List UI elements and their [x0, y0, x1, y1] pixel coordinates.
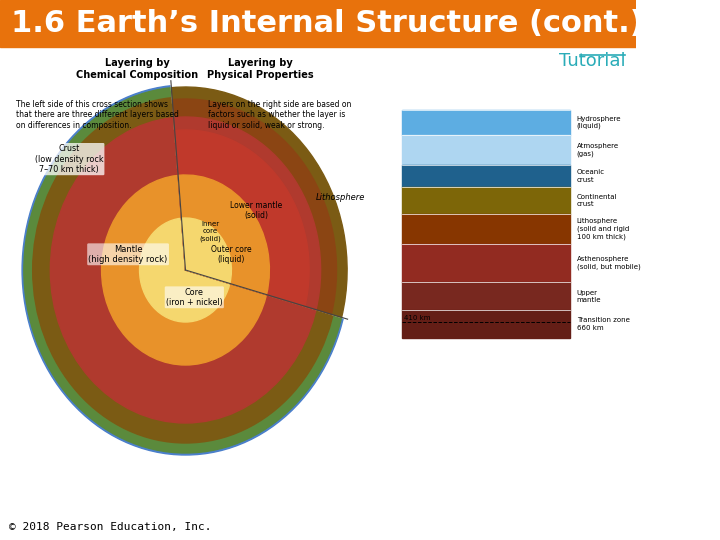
Bar	[402, 244, 570, 282]
Text: Atmosphere
(gas): Atmosphere (gas)	[577, 143, 619, 157]
Wedge shape	[174, 117, 320, 309]
Text: Tutorial: Tutorial	[559, 52, 626, 70]
Wedge shape	[181, 218, 231, 284]
Text: Upper
mantle: Upper mantle	[577, 289, 601, 302]
Bar	[402, 310, 570, 338]
Text: Lower mantle
(solid): Lower mantle (solid)	[230, 200, 282, 220]
Text: Hydrosphere
(liquid): Hydrosphere (liquid)	[577, 116, 621, 129]
Text: Oceanic
crust: Oceanic crust	[577, 170, 605, 183]
Text: Mantle
(high density rock): Mantle (high density rock)	[89, 245, 168, 264]
Bar	[0, 0, 636, 47]
Circle shape	[22, 85, 349, 455]
Bar	[402, 282, 570, 310]
Text: Layers on the right side are based on
factors such as whether the layer is
liqui: Layers on the right side are based on fa…	[207, 100, 351, 130]
Text: Lithosphere: Lithosphere	[316, 193, 366, 202]
Text: Continental
crust: Continental crust	[577, 194, 617, 207]
Text: Crust
(low density rock
7–70 km thick): Crust (low density rock 7–70 km thick)	[35, 144, 103, 174]
Text: Inner
core
(solid): Inner core (solid)	[199, 221, 221, 241]
Text: Layering by
Chemical Composition: Layering by Chemical Composition	[76, 58, 198, 80]
Text: Asthenosphere
(solid, but mobile): Asthenosphere (solid, but mobile)	[577, 256, 641, 270]
Text: © 2018 Pearson Education, Inc.: © 2018 Pearson Education, Inc.	[9, 522, 212, 532]
Text: The left side of this cross section shows
that there are three different layers : The left side of this cross section show…	[16, 100, 179, 130]
Circle shape	[140, 218, 231, 322]
Text: Layering by
Physical Properties: Layering by Physical Properties	[207, 58, 314, 80]
Wedge shape	[175, 130, 309, 306]
Bar	[402, 165, 570, 187]
Wedge shape	[171, 80, 354, 319]
Bar	[402, 187, 570, 214]
Wedge shape	[172, 99, 336, 314]
Text: Outer core
(liquid): Outer core (liquid)	[211, 245, 252, 264]
Circle shape	[24, 87, 347, 453]
Wedge shape	[171, 87, 347, 318]
Circle shape	[32, 97, 338, 443]
Bar	[402, 214, 570, 244]
Wedge shape	[178, 175, 269, 295]
Text: 1.6 Earth’s Internal Structure (cont.): 1.6 Earth’s Internal Structure (cont.)	[11, 9, 644, 38]
Text: Core
(iron + nickel): Core (iron + nickel)	[166, 288, 222, 307]
Bar	[402, 110, 570, 135]
Circle shape	[102, 175, 269, 365]
Circle shape	[50, 117, 320, 423]
Bar	[402, 135, 570, 165]
Text: 410 km: 410 km	[404, 315, 430, 321]
Text: Lithosphere
(solid and rigid
100 km thick): Lithosphere (solid and rigid 100 km thic…	[577, 219, 629, 240]
Text: Transition zone
660 km: Transition zone 660 km	[577, 318, 630, 330]
